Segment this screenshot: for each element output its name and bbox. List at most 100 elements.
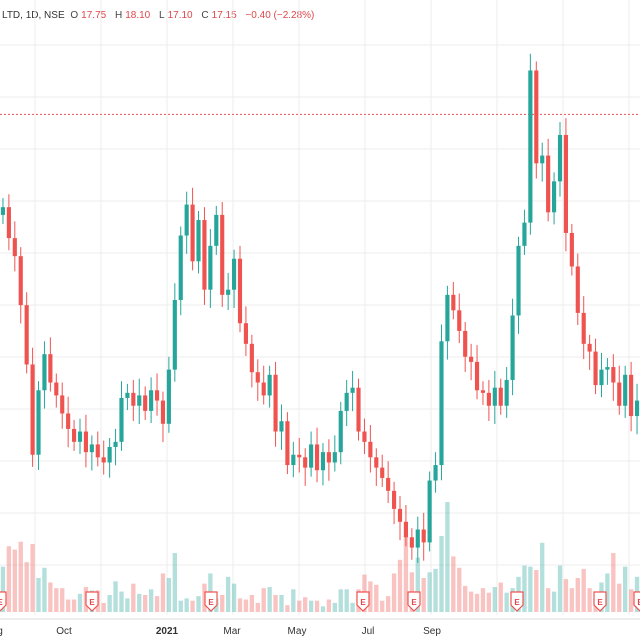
candle xyxy=(6,194,11,251)
volume-bar xyxy=(628,589,634,612)
candle-body xyxy=(320,452,326,471)
candle-body xyxy=(60,395,65,414)
candle-body xyxy=(89,444,94,453)
candle xyxy=(89,435,94,471)
volume-bar xyxy=(237,598,243,612)
candle-body xyxy=(243,323,248,344)
candle xyxy=(255,359,260,401)
candle xyxy=(172,283,177,382)
volume-bar xyxy=(178,600,183,612)
volume-bar xyxy=(385,596,391,612)
volume-bar xyxy=(445,502,450,612)
volume-bar xyxy=(196,596,201,612)
volume-bar xyxy=(439,536,444,612)
earnings-marker-shape xyxy=(633,591,640,612)
candle xyxy=(421,512,426,561)
candle xyxy=(279,404,284,450)
volume-bar xyxy=(18,541,23,612)
candle xyxy=(42,341,47,409)
volume-bar xyxy=(6,546,12,612)
candle xyxy=(149,377,154,424)
candle-body xyxy=(374,457,379,468)
candle-body xyxy=(154,390,160,401)
volume-bar xyxy=(273,594,278,612)
candle xyxy=(83,414,88,468)
candle-body xyxy=(575,266,580,313)
candle xyxy=(510,298,515,396)
candle xyxy=(303,448,308,486)
volume-bar xyxy=(137,593,142,612)
candle-body xyxy=(143,395,148,411)
earnings-marker-shape xyxy=(85,591,99,612)
candle xyxy=(392,481,397,525)
candle-body xyxy=(226,289,231,295)
earnings-marker: E xyxy=(593,591,607,612)
candle-body xyxy=(629,374,634,417)
earnings-marker-shape xyxy=(407,591,421,612)
earnings-markers: EEEEEEEE xyxy=(0,591,640,612)
candle-body xyxy=(356,387,361,432)
candle-body xyxy=(540,155,545,164)
volume-bar xyxy=(314,600,320,612)
candle-body xyxy=(42,354,47,391)
candle xyxy=(184,191,189,254)
earnings-marker-label: E xyxy=(597,598,603,607)
volume-bar xyxy=(368,581,373,612)
open-value: O 17.75 xyxy=(70,10,107,21)
candle xyxy=(504,367,509,418)
candle xyxy=(540,142,545,182)
volume-bar xyxy=(320,606,326,612)
candle-body xyxy=(119,398,124,442)
candle xyxy=(0,198,6,224)
candle-body xyxy=(516,245,521,316)
candle-body xyxy=(457,310,462,331)
earnings-marker: E xyxy=(510,591,524,612)
candle xyxy=(587,334,592,370)
candle xyxy=(190,187,195,271)
volume-bar xyxy=(12,549,17,612)
volume-bar xyxy=(617,583,622,612)
candle xyxy=(226,272,231,311)
candle xyxy=(297,437,302,473)
candle-body xyxy=(368,441,373,458)
candle-body xyxy=(480,390,486,393)
candle-body xyxy=(267,374,272,396)
candle xyxy=(581,296,586,360)
candle-body xyxy=(137,395,142,406)
volume-bar xyxy=(184,598,189,612)
candle-body xyxy=(623,374,628,406)
candle-body xyxy=(492,387,497,406)
candle-body xyxy=(101,457,106,463)
candle xyxy=(18,247,23,324)
candle xyxy=(557,122,563,197)
volume-bar xyxy=(563,579,569,612)
candle-body xyxy=(107,447,112,463)
candle-body xyxy=(36,390,41,455)
candle xyxy=(599,352,604,398)
candle xyxy=(344,379,349,427)
candle xyxy=(350,370,355,412)
x-tick-label: Sep xyxy=(423,626,441,637)
candle-body xyxy=(303,457,308,468)
candle xyxy=(605,358,610,385)
volume-bar xyxy=(154,596,160,612)
candle-body xyxy=(48,354,53,383)
candle-body xyxy=(611,367,616,383)
candle-body xyxy=(66,413,71,429)
candle xyxy=(409,528,414,560)
volume-bar xyxy=(498,582,503,612)
low-value: L 17.10 xyxy=(159,10,193,21)
candle-body xyxy=(433,465,438,481)
candle-body xyxy=(403,521,408,538)
candle-body xyxy=(445,294,450,342)
candle xyxy=(380,454,385,487)
candle-body xyxy=(309,444,314,468)
candle xyxy=(486,379,491,421)
candle-body xyxy=(587,343,592,352)
candle xyxy=(427,471,432,552)
candle xyxy=(30,347,35,467)
candle xyxy=(24,292,29,374)
candle-body xyxy=(486,392,491,406)
volume-bar xyxy=(261,588,266,612)
